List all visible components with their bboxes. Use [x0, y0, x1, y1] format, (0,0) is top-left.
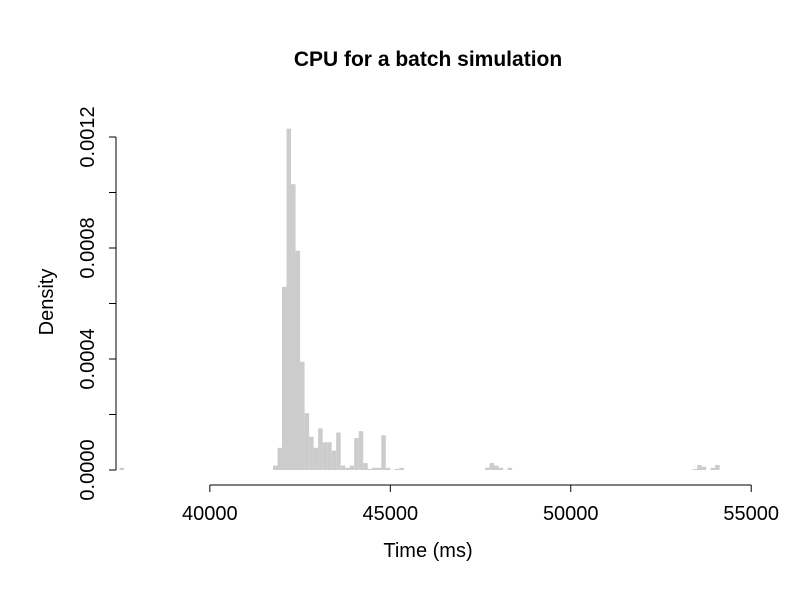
histogram-bar	[119, 467, 125, 470]
histogram-bar	[358, 431, 364, 470]
histogram-bar	[372, 467, 377, 470]
histogram-bar	[345, 467, 350, 470]
y-tick-label: 0.0000	[77, 439, 99, 500]
histogram-bar	[394, 468, 400, 470]
x-axis: 40000 45000 50000 55000	[182, 484, 779, 525]
histogram-bars	[119, 128, 720, 471]
histogram-bar	[367, 468, 373, 470]
histogram-bar	[282, 286, 287, 470]
histogram-bar	[363, 463, 368, 470]
histogram-bar	[385, 467, 391, 470]
y-axis: 0.0000 0.0004 0.0008 0.0012	[77, 106, 117, 501]
y-tick-label: 0.0004	[77, 328, 99, 389]
histogram-bar	[701, 466, 707, 470]
histogram-bar	[354, 438, 359, 470]
histogram-bar	[313, 447, 319, 470]
histogram-bar	[349, 465, 355, 470]
histogram-bar	[692, 468, 698, 470]
histogram-bar	[336, 432, 341, 470]
histogram-bar	[327, 442, 332, 470]
histogram-bar	[318, 428, 323, 470]
histogram-bar	[489, 463, 495, 470]
x-axis-label: Time (ms)	[383, 540, 472, 562]
x-tick-label: 50000	[543, 503, 599, 525]
histogram-bar	[381, 435, 386, 470]
histogram-bar	[498, 467, 504, 470]
histogram-bar	[376, 467, 382, 470]
histogram-bar	[291, 184, 296, 471]
histogram-bar	[309, 436, 314, 470]
histogram-bar	[304, 413, 310, 470]
histogram-bar	[485, 467, 490, 470]
y-tick-label: 0.0008	[77, 217, 99, 278]
chart-title: CPU for a batch simulation	[294, 48, 562, 71]
histogram-bar	[322, 442, 328, 470]
histogram-bar	[507, 467, 513, 470]
x-tick-label: 40000	[182, 503, 238, 525]
histogram-bar	[715, 465, 720, 470]
histogram-bar	[286, 128, 292, 471]
histogram-bar	[300, 361, 305, 470]
y-axis-label: Density	[36, 269, 58, 336]
histogram-bar	[340, 465, 346, 470]
histogram-bar	[710, 467, 716, 470]
histogram-bar	[399, 467, 404, 470]
histogram-bar	[273, 465, 278, 470]
histogram-bar	[331, 450, 337, 470]
y-tick-label: 0.0012	[77, 106, 99, 167]
histogram-bar	[697, 465, 702, 470]
histogram-bar	[494, 465, 499, 470]
histogram-bar	[277, 447, 283, 470]
x-tick-label: 45000	[362, 503, 418, 525]
x-tick-label: 55000	[723, 503, 779, 525]
histogram-bar	[295, 250, 301, 470]
